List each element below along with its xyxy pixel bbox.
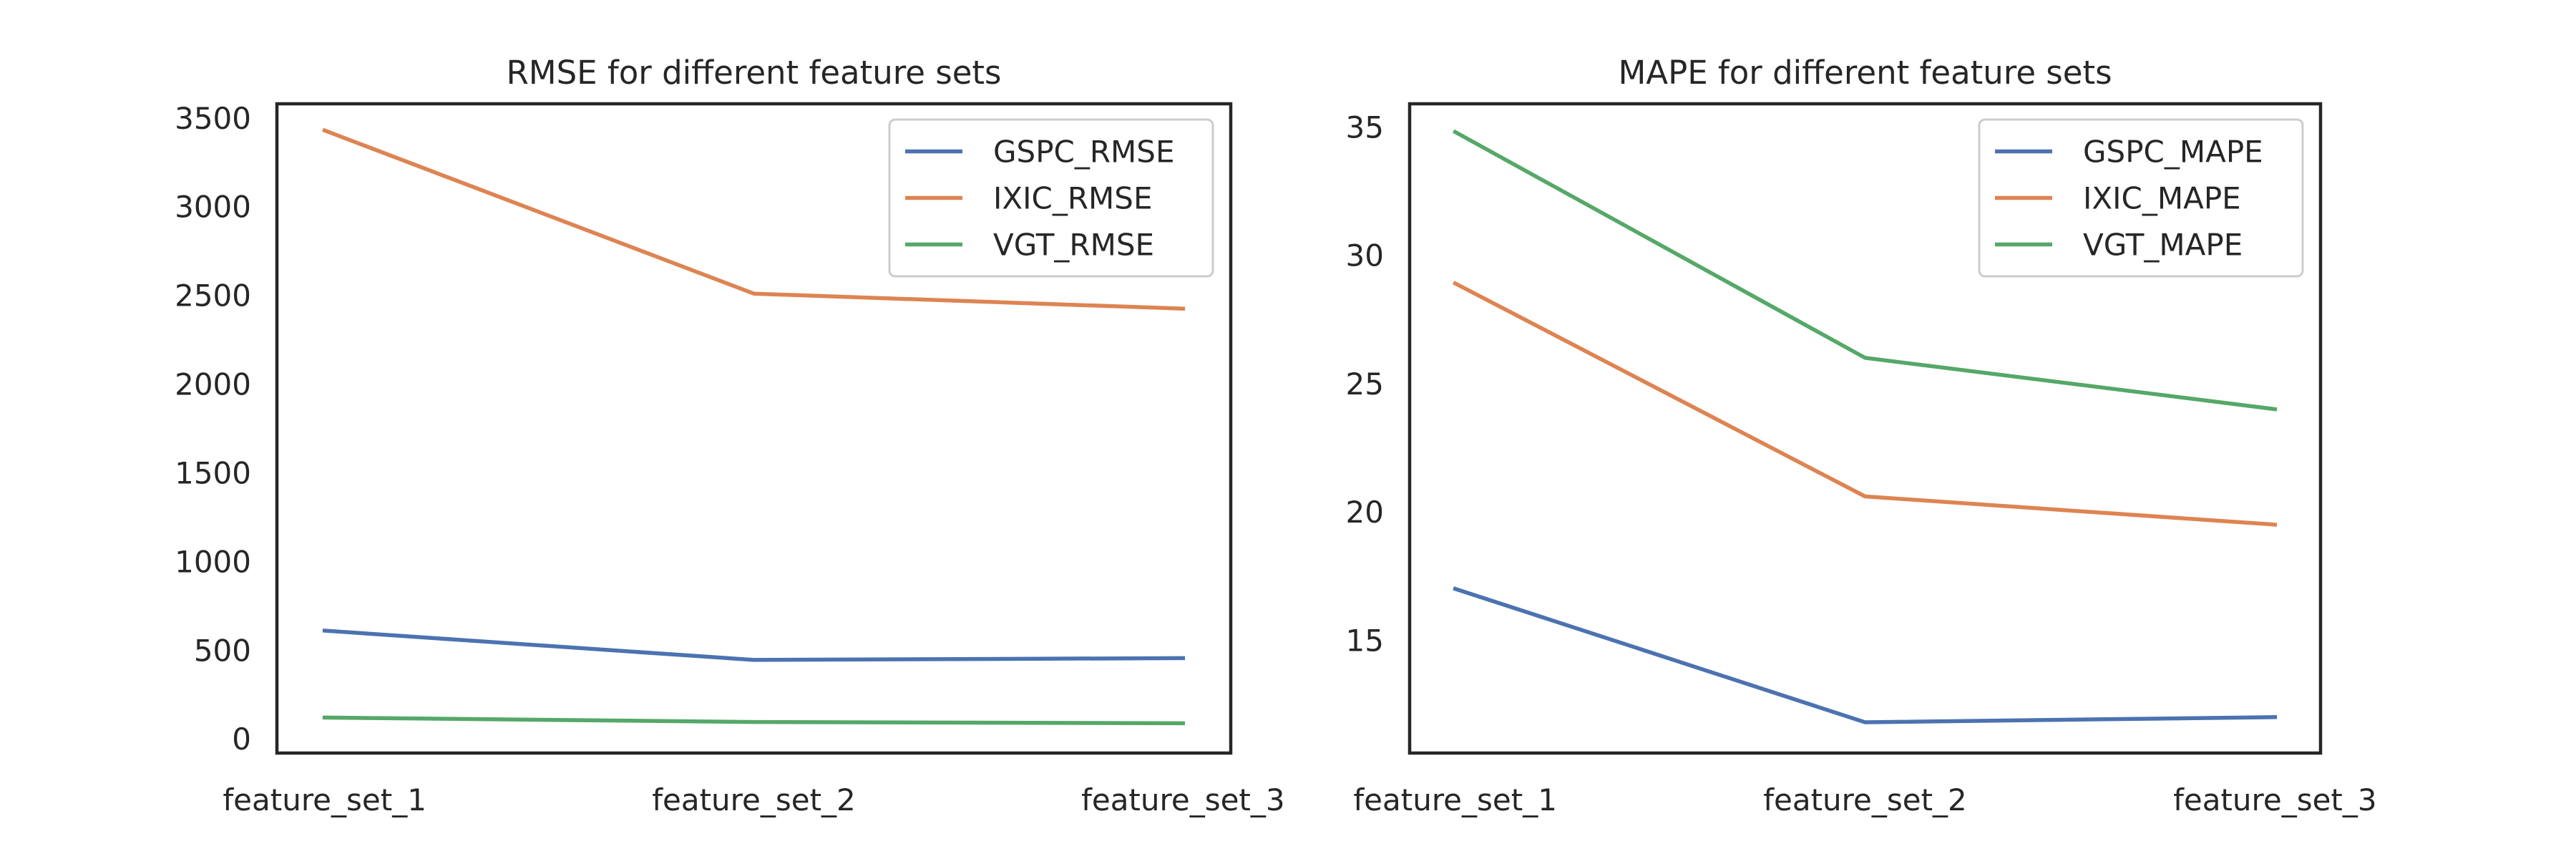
chart-title: MAPE for different feature sets xyxy=(1618,54,2112,92)
legend-label: GSPC_MAPE xyxy=(2083,135,2263,170)
chart-panel-1: RMSE for different feature sets 0 500 1000 1… xyxy=(175,54,1285,817)
legend-label: VGT_MAPE xyxy=(2083,228,2243,263)
y-tick-label: 500 xyxy=(194,633,251,668)
legend-label: IXIC_RMSE xyxy=(993,181,1153,216)
y-tick-label: 1000 xyxy=(175,544,251,579)
series-line-vgt-rmse xyxy=(322,715,1186,726)
chart-panel-2: MAPE for different feature sets 15 20 25 30 3… xyxy=(1346,54,2377,817)
legend: GSPC_RMSE IXIC_RMSE VGT_RMSE xyxy=(888,118,1214,278)
legend: GSPC_MAPE IXIC_MAPE VGT_MAPE xyxy=(1978,118,2304,278)
axes-frame xyxy=(275,102,1233,755)
x-tick-label: feature_set_3 xyxy=(2173,782,2377,817)
x-tick-label: feature_set_2 xyxy=(1763,782,1967,817)
series-line-gspc-mape xyxy=(1453,586,2278,724)
y-tick-label: 3500 xyxy=(175,101,251,136)
legend-label: GSPC_RMSE xyxy=(993,135,1174,170)
y-tick-label: 0 xyxy=(232,722,251,757)
y-tick-label: 2000 xyxy=(175,367,251,402)
x-tick-label: feature_set_2 xyxy=(652,782,856,817)
y-tick-label: 2500 xyxy=(175,278,251,314)
chart-title: RMSE for different feature sets xyxy=(507,54,1002,92)
y-tick-label: 30 xyxy=(1346,238,1384,273)
legend-box xyxy=(1978,118,2304,278)
legend-label: VGT_RMSE xyxy=(993,228,1154,263)
x-tick-label: feature_set_1 xyxy=(223,782,426,817)
y-tick-label: 20 xyxy=(1346,495,1384,530)
y-tick-label: 3000 xyxy=(175,190,251,225)
x-tick-label: feature_set_3 xyxy=(1081,782,1285,817)
legend-box xyxy=(888,118,1214,278)
series-line-ixic-rmse xyxy=(322,127,1186,311)
series-line-vgt-mape xyxy=(1452,129,2278,412)
axes-frame xyxy=(1407,102,2323,755)
y-tick-label: 35 xyxy=(1346,110,1384,145)
y-tick-label: 1500 xyxy=(175,455,251,490)
y-tick-label: 25 xyxy=(1346,367,1384,402)
y-tick-label: 15 xyxy=(1346,623,1384,658)
series-line-gspc-rmse xyxy=(322,629,1186,662)
series-line-ixic-mape xyxy=(1452,281,2278,527)
legend-label: IXIC_MAPE xyxy=(2083,181,2241,216)
x-tick-label: feature_set_1 xyxy=(1353,782,1557,817)
